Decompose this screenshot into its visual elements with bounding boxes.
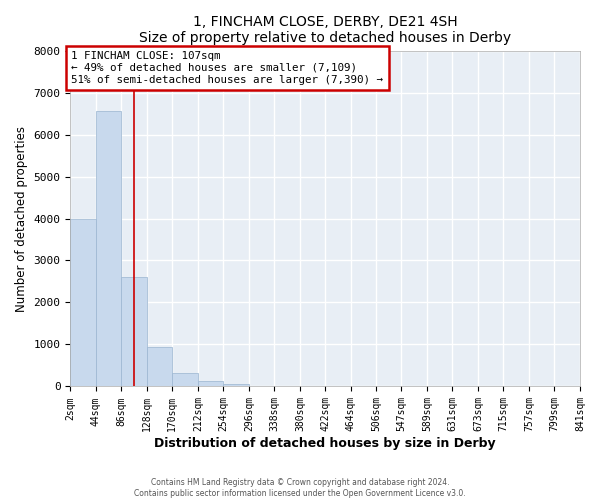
Bar xyxy=(121,278,147,386)
Bar xyxy=(70,218,96,386)
Text: Contains HM Land Registry data © Crown copyright and database right 2024.
Contai: Contains HM Land Registry data © Crown c… xyxy=(134,478,466,498)
Bar xyxy=(147,346,172,387)
X-axis label: Distribution of detached houses by size in Derby: Distribution of detached houses by size … xyxy=(154,437,496,450)
Text: 1 FINCHAM CLOSE: 107sqm
← 49% of detached houses are smaller (7,109)
51% of semi: 1 FINCHAM CLOSE: 107sqm ← 49% of detache… xyxy=(71,52,383,84)
Title: 1, FINCHAM CLOSE, DERBY, DE21 4SH
Size of property relative to detached houses i: 1, FINCHAM CLOSE, DERBY, DE21 4SH Size o… xyxy=(139,15,511,45)
Bar xyxy=(223,384,249,386)
Y-axis label: Number of detached properties: Number of detached properties xyxy=(15,126,28,312)
Bar xyxy=(96,112,121,386)
Bar xyxy=(172,372,198,386)
Bar xyxy=(198,381,223,386)
